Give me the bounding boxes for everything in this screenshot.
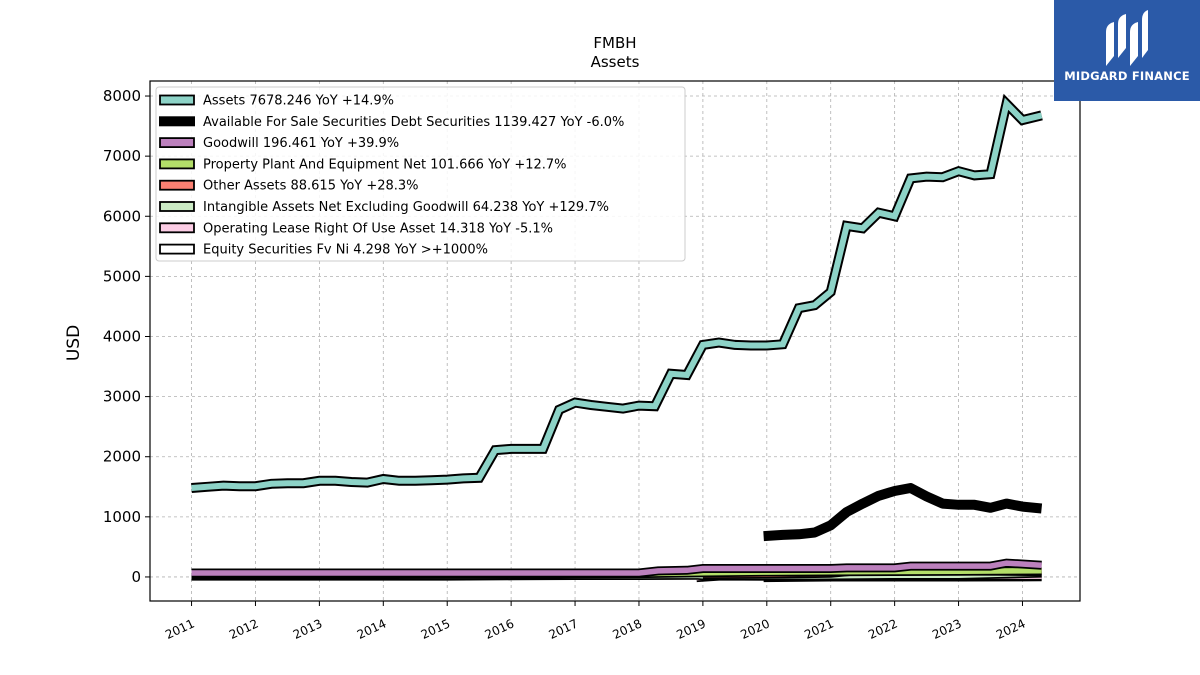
brand-name: MIDGARD FINANCE — [1064, 69, 1190, 83]
plot-frame — [149, 80, 1081, 602]
x-tick-label: 2015 — [419, 616, 453, 642]
x-tick-label: 2011 — [163, 616, 197, 642]
midgard-logo-icon — [1106, 10, 1148, 66]
legend-swatch — [159, 158, 195, 170]
x-tick-label: 2016 — [483, 616, 517, 642]
brand-logo: MIDGARD FINANCE — [1054, 0, 1200, 101]
y-tick-label: 3000 — [103, 388, 141, 406]
legend-entry-label: Available For Sale Securities Debt Secur… — [203, 115, 624, 130]
x-tick-label: 2020 — [738, 616, 772, 642]
x-tick-label: 2022 — [866, 616, 900, 642]
legend: Assets 7678.246 YoY +14.9% Available For … — [155, 86, 686, 262]
series-3-line — [191, 560, 1042, 576]
x-tick-label: 2018 — [610, 616, 644, 642]
x-tick-label: 2023 — [930, 616, 964, 642]
legend-entry-label: Equity Securities Fv Ni 4.298 YoY >+1000… — [203, 243, 488, 258]
series-1-line — [191, 97, 1043, 491]
x-tick-label: 2014 — [355, 616, 389, 642]
series-2-line — [763, 483, 1043, 542]
y-tick-label: 7000 — [103, 147, 141, 165]
x-tick-label: 2024 — [994, 616, 1028, 642]
y-axis-label: USD — [64, 325, 84, 361]
legend-entry-label: Other Assets 88.615 YoY +28.3% — [203, 179, 419, 194]
legend-entry-label: Assets 7678.246 YoY +14.9% — [203, 94, 394, 109]
y-tick-label: 1000 — [103, 508, 141, 526]
x-tick-label: 2019 — [674, 616, 708, 642]
legend-entry-label: Goodwill 196.461 YoY +39.9% — [203, 136, 399, 151]
legend-swatch — [159, 243, 195, 255]
x-tick-label: 2013 — [291, 616, 325, 642]
y-tick-label: 0 — [131, 568, 141, 586]
legend-entry-label: Intangible Assets Net Excluding Goodwill… — [203, 200, 609, 215]
series-layer — [191, 93, 1043, 583]
legend-swatch — [159, 94, 195, 106]
y-tick-label: 2000 — [103, 448, 141, 466]
y-tick-label: 4000 — [103, 327, 141, 345]
chart-subtitle: Assets — [591, 53, 640, 71]
legend-entry-label: Property Plant And Equipment Net 101.666… — [203, 157, 567, 172]
y-tick-label: 8000 — [103, 87, 141, 105]
y-tick-label: 5000 — [103, 267, 141, 285]
legend-swatch — [159, 137, 195, 149]
chart-title: FMBH — [593, 34, 636, 52]
x-tick-label: 2017 — [547, 616, 581, 642]
legend-box — [155, 86, 686, 262]
legend-entry-label: Operating Lease Right Of Use Asset 14.31… — [203, 221, 553, 236]
legend-swatch — [159, 222, 195, 234]
x-axis: 2011 2012 2013 2014 2015 2016 2017 2018 2019 2020… — [163, 601, 1028, 642]
legend-swatch — [159, 116, 195, 127]
legend-swatch — [159, 201, 195, 212]
y-tick-label: 6000 — [103, 207, 141, 225]
x-tick-label: 2021 — [802, 616, 836, 642]
legend-swatch — [159, 179, 195, 191]
y-axis: 0 1000 2000 3000 4000 5000 6000 7000 8000 — [103, 87, 150, 586]
x-tick-label: 2012 — [227, 616, 261, 642]
